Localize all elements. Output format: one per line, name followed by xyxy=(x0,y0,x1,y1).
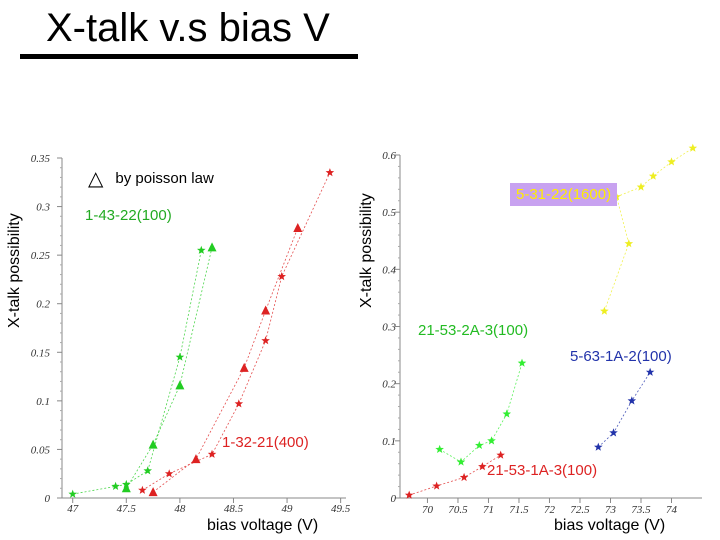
series-line xyxy=(439,362,523,463)
star-point xyxy=(277,272,286,281)
star-point xyxy=(645,367,655,376)
y-tick-label: 0.05 xyxy=(31,444,51,456)
triangle-point xyxy=(148,439,158,449)
star-point xyxy=(487,436,496,445)
x-tick-label: 73.5 xyxy=(631,504,651,516)
x-tick-label: 70 xyxy=(422,504,434,516)
x-tick-label: 48.5 xyxy=(224,503,244,515)
star-point xyxy=(456,457,466,466)
star-point xyxy=(197,245,206,254)
star-point xyxy=(138,485,147,494)
x-tick-label: 72.5 xyxy=(570,504,590,516)
star-point xyxy=(517,358,527,367)
y-tick-label: 0.5 xyxy=(382,207,396,219)
star-point xyxy=(175,352,185,361)
y-tick-label: 0.2 xyxy=(36,299,50,311)
label-1-32-21: 1-32-21(400) xyxy=(222,434,309,451)
star-point xyxy=(624,239,634,248)
star-point xyxy=(496,450,505,459)
star-point xyxy=(234,399,244,408)
x-tick-label: 70.5 xyxy=(448,504,468,516)
star-point xyxy=(459,472,469,482)
right-chart: 0 0.1 0.2 0.3 0.4 0.5 0.6 70 70.5 71 71.5 72 72.5 73 7… xyxy=(382,143,702,516)
y-tick-label: 0 xyxy=(45,493,51,505)
y-tick-label: 0.35 xyxy=(31,153,51,165)
right-y-axis-title: X-talk possibility xyxy=(358,193,375,308)
y-tick-label: 0.2 xyxy=(382,379,396,391)
x-tick-label: 49 xyxy=(282,503,294,515)
triangle-point xyxy=(175,380,185,390)
series-line xyxy=(604,147,694,312)
star-point xyxy=(478,462,487,471)
star-point xyxy=(164,469,174,478)
poisson-legend-text: by poisson law xyxy=(115,170,214,187)
triangle-point xyxy=(239,362,249,372)
star-point xyxy=(636,182,646,191)
y-tick-label: 0 xyxy=(391,493,397,505)
star-point xyxy=(609,428,618,437)
y-tick-label: 0.6 xyxy=(382,150,396,162)
x-tick-label: 71.5 xyxy=(509,504,529,516)
x-tick-label: 74 xyxy=(666,504,678,516)
label-5-31-22: 5-31-22(1600) xyxy=(510,183,618,206)
triangle-icon: △ xyxy=(88,168,104,190)
star-point xyxy=(667,157,676,166)
x-tick-label: 73 xyxy=(605,504,617,516)
star-point xyxy=(688,143,698,152)
triangle-point xyxy=(191,454,201,464)
series-line xyxy=(598,372,651,448)
star-point xyxy=(325,168,335,177)
star-point xyxy=(648,171,658,180)
x-tick-label: 48 xyxy=(174,503,186,515)
x-tick-label: 47.5 xyxy=(117,503,137,515)
triangle-point xyxy=(207,242,217,252)
y-tick-label: 0.1 xyxy=(382,436,396,448)
series-line xyxy=(125,247,213,489)
x-tick-label: 47 xyxy=(67,503,79,515)
y-tick-label: 0.3 xyxy=(36,202,50,214)
label-1-43-22: 1-43-22(100) xyxy=(85,207,172,224)
label-5-63-1A-2: 5-63-1A-2(100) xyxy=(570,348,672,365)
star-point xyxy=(435,444,444,453)
star-point xyxy=(475,440,484,449)
left-y-axis-title: X-talk possibility xyxy=(6,213,23,328)
star-point xyxy=(143,466,152,475)
star-point xyxy=(111,481,120,490)
star-point xyxy=(404,490,414,499)
slide-title: X-talk v.s bias V xyxy=(46,6,330,50)
x-tick-label: 71 xyxy=(483,504,494,516)
star-point xyxy=(261,336,270,345)
y-tick-label: 0.3 xyxy=(382,322,396,334)
y-tick-label: 0.15 xyxy=(31,347,51,359)
star-point xyxy=(600,306,609,315)
series-line xyxy=(72,250,202,495)
label-21-53-2A-3: 21-53-2A-3(100) xyxy=(418,322,529,339)
triangle-point xyxy=(121,483,131,493)
poisson-legend-note: △ by poisson law xyxy=(88,166,214,191)
star-point xyxy=(594,442,603,451)
star-point xyxy=(207,449,217,458)
y-tick-label: 0.25 xyxy=(31,250,51,262)
series-line xyxy=(152,227,299,493)
star-point xyxy=(68,489,77,498)
label-21-53-1A-3: 21-53-1A-3(100) xyxy=(487,462,598,479)
title-underline xyxy=(20,54,358,59)
y-tick-label: 0.1 xyxy=(36,396,50,408)
x-tick-label: 72 xyxy=(544,504,556,516)
y-tick-label: 0.4 xyxy=(382,264,396,276)
left-x-axis-title: bias voltage (V) xyxy=(207,517,319,534)
x-tick-label: 49.5 xyxy=(331,503,351,515)
star-point xyxy=(432,481,441,490)
star-point xyxy=(627,396,637,405)
right-x-axis-title: bias voltage (V) xyxy=(554,517,666,534)
triangle-point xyxy=(148,487,158,497)
triangle-point xyxy=(261,305,271,315)
left-chart: 0 0.05 0.1 0.15 0.2 0.25 0.3 0.35 47 47.5 48 48.5 49… xyxy=(31,153,351,515)
triangle-point xyxy=(293,222,303,232)
star-point xyxy=(502,409,511,418)
